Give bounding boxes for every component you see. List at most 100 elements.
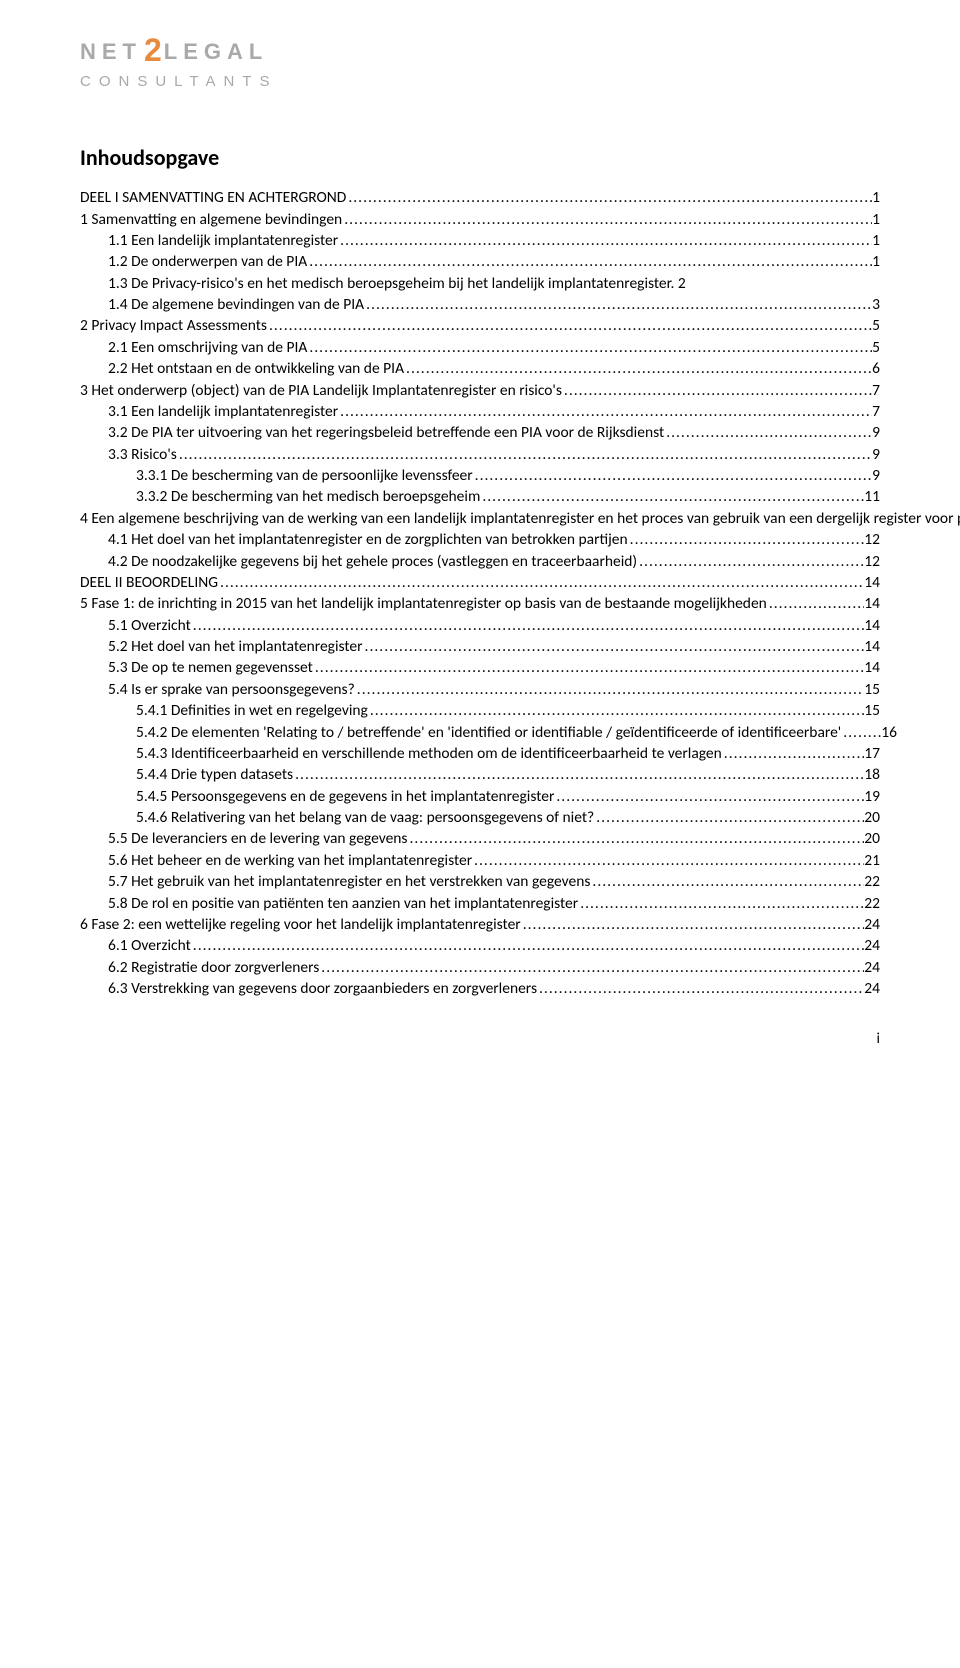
toc-label: 5.4 Is er sprake van persoonsgegevens? [108,679,355,700]
toc-page: 15 [864,679,880,700]
toc-dots [562,380,872,401]
toc-label: 2.1 Een omschrijving van de PIA [108,337,307,358]
toc-label: 1.2 De onderwerpen van de PIA [108,251,307,272]
toc-dots [841,722,881,743]
toc-label: 1.1 Een landelijk implantatenregister [108,230,338,251]
toc-entry: 1.4 De algemene bevindingen van de PIA 3 [80,294,880,315]
toc-label: 5.4.1 Definities in wet en regelgeving [136,700,368,721]
logo-legal: LEGAL [164,37,269,67]
toc-dots [191,615,864,636]
toc-page: 7 [872,401,880,422]
toc-entry: 3.1 Een landelijk implantatenregister 7 [80,401,880,422]
toc-page: 24 [864,935,880,956]
toc-dots [346,187,872,208]
toc-dots [191,935,864,956]
toc-label: 3.2 De PIA ter uitvoering van het regeri… [108,422,664,443]
toc-page: 9 [872,444,880,465]
logo-top-row: NET 2 LEGAL [80,30,277,74]
toc-entry: 6 Fase 2: een wettelijke regeling voor h… [80,914,880,935]
toc-label: 5.6 Het beheer en de werking van het imp… [108,850,472,871]
toc-page: 5 [872,337,880,358]
toc-dots [590,871,864,892]
toc-entry: 2.2 Het ontstaan en de ontwikkeling van … [80,358,880,379]
toc-entry: 1.3 De Privacy-risico's en het medisch b… [80,273,880,294]
toc-page: 1 [872,230,880,251]
toc-label: 6.2 Registratie door zorgverleners [108,957,319,978]
toc-label: 3.3.1 De bescherming van de persoonlijke… [136,465,473,486]
toc-label: 5.2 Het doel van het implantatenregister [108,636,363,657]
toc: DEEL I SAMENVATTING EN ACHTERGROND 11 Sa… [80,187,880,999]
toc-label: DEEL I SAMENVATTING EN ACHTERGROND [80,187,346,208]
toc-dots [342,209,872,230]
toc-label: 5.8 De rol en positie van patiënten ten … [108,893,578,914]
toc-dots [578,893,864,914]
toc-page: 12 [864,551,880,572]
toc-entry: 1.1 Een landelijk implantatenregister 1 [80,230,880,251]
toc-page: 24 [864,914,880,935]
toc-page: 9 [872,422,880,443]
toc-entry: 4 Een algemene beschrijving van de werki… [80,508,880,529]
toc-label: 1.3 De Privacy-risico's en het medisch b… [108,273,686,294]
toc-page: 14 [864,636,880,657]
toc-page: 1 [872,187,880,208]
toc-dots [554,786,864,807]
toc-page: 14 [864,615,880,636]
logo-two: 2 [144,28,162,72]
toc-entry: 5.4.1 Definities in wet en regelgeving 1… [80,700,880,721]
toc-entry: 5.4.4 Drie typen datasets 18 [80,764,880,785]
toc-label: 5 Fase 1: de inrichting in 2015 van het … [80,593,767,614]
toc-dots [267,315,872,336]
toc-dots [521,914,865,935]
toc-entry: 1 Samenvatting en algemene bevindingen 1 [80,209,880,230]
toc-label: 1 Samenvatting en algemene bevindingen [80,209,342,230]
toc-dots [637,551,864,572]
logo-consultants: CONSULTANTS [80,72,277,93]
toc-entry: 2 Privacy Impact Assessments 5 [80,315,880,336]
toc-label: 6.1 Overzicht [108,935,191,956]
toc-page: 14 [864,572,880,593]
toc-label: 2.2 Het ontstaan en de ontwikkeling van … [108,358,404,379]
toc-label: 3.1 Een landelijk implantatenregister [108,401,338,422]
toc-entry: 6.3 Verstrekking van gegevens door zorga… [80,978,880,999]
toc-entry: 3.3 Risico's 9 [80,444,880,465]
toc-dots [722,743,864,764]
toc-page: 5 [872,315,880,336]
toc-dots [664,422,872,443]
toc-entry: 5.4.5 Persoonsgegevens en de gegevens in… [80,786,880,807]
toc-label: 4.1 Het doel van het implantatenregister… [108,529,628,550]
toc-dots [472,850,864,871]
toc-dots [218,572,864,593]
toc-entry: 2.1 Een omschrijving van de PIA 5 [80,337,880,358]
toc-label: 6.3 Verstrekking van gegevens door zorga… [108,978,537,999]
toc-label: 5.3 De op te nemen gegevensset [108,657,313,678]
toc-page: 14 [864,657,880,678]
toc-entry: DEEL I SAMENVATTING EN ACHTERGROND 1 [80,187,880,208]
toc-label: 5.4.5 Persoonsgegevens en de gegevens in… [136,786,554,807]
toc-dots [473,465,872,486]
toc-dots [338,230,872,251]
toc-entry: 1.2 De onderwerpen van de PIA 1 [80,251,880,272]
toc-entry: 5 Fase 1: de inrichting in 2015 van het … [80,593,880,614]
toc-dots [363,636,865,657]
toc-dots [767,593,864,614]
toc-dots [480,486,864,507]
toc-entry: 4.2 De noodzakelijke gegevens bij het ge… [80,551,880,572]
toc-label: 4.2 De noodzakelijke gegevens bij het ge… [108,551,637,572]
toc-dots [307,337,872,358]
toc-dots [293,764,864,785]
toc-dots [313,657,864,678]
toc-entry: 5.5 De leveranciers en de levering van g… [80,828,880,849]
toc-entry: 3.2 De PIA ter uitvoering van het regeri… [80,422,880,443]
toc-label: 5.7 Het gebruik van het implantatenregis… [108,871,590,892]
toc-page: 7 [872,380,880,401]
logo-net: NET [80,37,142,67]
toc-entry: 5.1 Overzicht 14 [80,615,880,636]
toc-dots [408,828,865,849]
toc-entry: 3.3.2 De bescherming van het medisch ber… [80,486,880,507]
toc-label: 3 Het onderwerp (object) van de PIA Land… [80,380,562,401]
toc-label: 5.4.2 De elementen 'Relating to / betref… [136,722,841,743]
toc-page: 24 [864,957,880,978]
toc-dots [537,978,864,999]
toc-entry: 5.6 Het beheer en de werking van het imp… [80,850,880,871]
toc-page: 16 [881,722,897,743]
